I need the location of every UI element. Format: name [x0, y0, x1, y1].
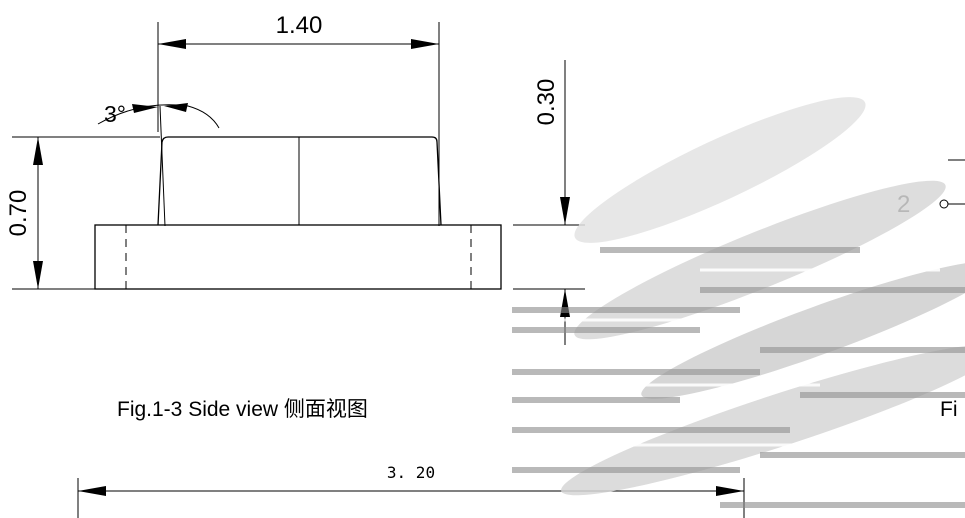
- arrowhead-left: [158, 39, 186, 49]
- pin-circle: [939, 199, 949, 209]
- angle-arrow-left: [132, 104, 158, 113]
- dimension-label-0-30: 0.30: [533, 79, 560, 126]
- dimension-angle: 3°: [97, 101, 220, 227]
- figure-caption-side-view: Fig.1-3 Side view 侧面视图: [117, 398, 368, 421]
- dimension-width-top: 1.40: [157, 12, 440, 226]
- dimension-label-1-40: 1.40: [276, 12, 323, 39]
- dimension-height-base: 0.30: [513, 60, 585, 345]
- dimension-width-bottom: 3. 20: [77, 463, 745, 518]
- figure-caption-partial: Fi: [940, 398, 958, 421]
- dimension-height-total: 0.70: [5, 136, 160, 290]
- angle-label: 3°: [104, 101, 126, 127]
- dimension-label-3-20: 3. 20: [387, 463, 435, 482]
- dimension-label-0-70: 0.70: [5, 190, 32, 237]
- angle-arrow-right: [164, 103, 188, 112]
- arrowhead-right: [411, 39, 439, 49]
- base-rectangle: [94, 224, 502, 290]
- top-body-outline: [157, 136, 442, 226]
- scan-artifact-overlay: [512, 97, 965, 508]
- part-outline: [94, 136, 502, 290]
